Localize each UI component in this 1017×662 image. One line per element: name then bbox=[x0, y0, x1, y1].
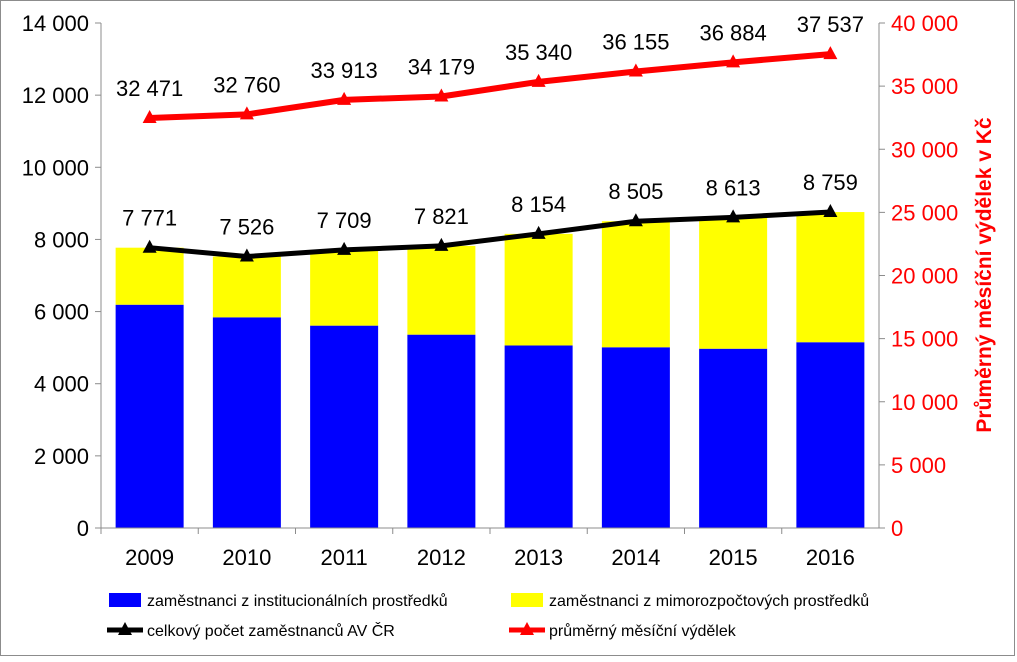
legend-swatch bbox=[109, 593, 141, 607]
data-label-earnings-2013: 35 340 bbox=[505, 40, 572, 65]
bar-institutional-2012 bbox=[407, 334, 476, 528]
right-tick-label: 0 bbox=[891, 516, 903, 541]
right-tick-label: 5 000 bbox=[891, 453, 946, 478]
bar-extrabudgetary-2013 bbox=[504, 233, 573, 346]
data-label-earnings-2014: 36 155 bbox=[602, 30, 669, 55]
bar-institutional-2016 bbox=[796, 342, 865, 528]
right-tick-label: 40 000 bbox=[891, 11, 958, 36]
left-tick-label: 6 000 bbox=[34, 300, 89, 325]
x-tick-label-2013: 2013 bbox=[514, 545, 563, 570]
left-tick-label: 8 000 bbox=[34, 227, 89, 252]
left-tick-label: 10 000 bbox=[22, 155, 89, 180]
lines-layer bbox=[142, 46, 838, 262]
bar-extrabudgetary-2009 bbox=[115, 247, 184, 305]
right-tick-label: 30 000 bbox=[891, 137, 958, 162]
legend-swatch bbox=[511, 593, 543, 607]
marker-earnings-2009 bbox=[142, 110, 157, 124]
marker-total-employees-2010 bbox=[239, 248, 254, 262]
data-label-earnings-2009: 32 471 bbox=[116, 76, 183, 101]
marker-total-employees-2013 bbox=[531, 225, 546, 239]
legend-item-3: celkový počet zaměstnanců AV ČR bbox=[107, 621, 395, 640]
left-tick-label: 2 000 bbox=[34, 444, 89, 469]
marker-earnings-2011 bbox=[337, 91, 352, 105]
marker-earnings-2013 bbox=[531, 73, 546, 87]
right-tick-label: 25 000 bbox=[891, 200, 958, 225]
marker-earnings-2012 bbox=[434, 88, 449, 102]
bar-extrabudgetary-2011 bbox=[310, 249, 379, 326]
marker-total-employees-2016 bbox=[823, 204, 838, 218]
left-tick-label: 12 000 bbox=[22, 83, 89, 108]
right-tick-label: 10 000 bbox=[891, 390, 958, 415]
data-label-earnings-2011: 33 913 bbox=[310, 58, 377, 83]
bar-institutional-2013 bbox=[504, 345, 573, 528]
data-label-total-employees-2013: 8 154 bbox=[511, 192, 566, 217]
bar-institutional-2015 bbox=[699, 348, 768, 528]
line-earnings bbox=[149, 51, 831, 122]
bar-extrabudgetary-2015 bbox=[699, 217, 768, 349]
axes-layer: 0 2 000 4 000 6 000 8 000 10 000 12 000 14 000 0… bbox=[22, 11, 959, 570]
data-label-earnings-2012: 34 179 bbox=[408, 54, 475, 79]
bars-layer bbox=[115, 212, 865, 528]
bar-institutional-2014 bbox=[601, 347, 670, 528]
marker-total-employees-2011 bbox=[337, 241, 352, 255]
legend-item-2: zaměstnanci z mimorozpočtových prostředk… bbox=[511, 592, 869, 610]
legend: zaměstnanci z institucionálních prostřed… bbox=[107, 592, 869, 640]
marker-total-employees-2014 bbox=[628, 213, 643, 227]
line-total-employees bbox=[149, 209, 831, 260]
bar-extrabudgetary-2016 bbox=[796, 212, 865, 343]
x-tick-label-2012: 2012 bbox=[417, 545, 466, 570]
legend-swatch-marker bbox=[118, 622, 132, 635]
legend-label: zaměstnanci z mimorozpočtových prostředk… bbox=[549, 592, 869, 610]
right-tick-label: 20 000 bbox=[891, 264, 958, 289]
data-labels-layer: 7 771 7 526 7 709 7 821 8 154 8 505 8 613 8 759… bbox=[116, 12, 864, 239]
x-tick-label-2014: 2014 bbox=[611, 545, 660, 570]
bar-extrabudgetary-2010 bbox=[212, 256, 281, 318]
bar-institutional-2011 bbox=[310, 325, 379, 528]
bar-extrabudgetary-2012 bbox=[407, 245, 476, 335]
marker-total-employees-2012 bbox=[434, 237, 449, 251]
x-tick-label-2010: 2010 bbox=[222, 545, 271, 570]
right-tick-label: 15 000 bbox=[891, 327, 958, 352]
data-label-total-employees-2012: 7 821 bbox=[414, 204, 469, 229]
marker-total-employees-2009 bbox=[142, 239, 157, 253]
x-tick-label-2009: 2009 bbox=[125, 545, 174, 570]
data-label-earnings-2010: 32 760 bbox=[213, 72, 280, 97]
legend-label: průměrný měsíční výdělek bbox=[549, 622, 737, 640]
right-tick-label: 35 000 bbox=[891, 74, 958, 99]
bar-institutional-2009 bbox=[115, 304, 184, 528]
right-axis-title: Průměrný měsíční výdělek v Kč bbox=[973, 117, 996, 432]
left-tick-label: 4 000 bbox=[34, 372, 89, 397]
legend-label: celkový počet zaměstnanců AV ČR bbox=[147, 621, 395, 640]
marker-total-employees-2015 bbox=[726, 209, 741, 223]
data-label-total-employees-2014: 8 505 bbox=[608, 179, 663, 204]
data-label-earnings-2016: 37 537 bbox=[797, 12, 864, 37]
marker-earnings-2015 bbox=[726, 54, 741, 68]
bar-extrabudgetary-2014 bbox=[601, 221, 670, 348]
data-label-total-employees-2011: 7 709 bbox=[317, 208, 372, 233]
bar-institutional-2010 bbox=[212, 317, 281, 528]
marker-earnings-2014 bbox=[628, 63, 643, 77]
marker-earnings-2010 bbox=[239, 106, 254, 120]
data-label-total-employees-2015: 8 613 bbox=[706, 175, 761, 200]
legend-item-4: průměrný měsíční výdělek bbox=[509, 622, 737, 640]
data-label-total-employees-2009: 7 771 bbox=[122, 206, 177, 231]
left-tick-label: 14 000 bbox=[22, 11, 89, 36]
data-label-total-employees-2010: 7 526 bbox=[219, 215, 274, 240]
left-tick-label: 0 bbox=[77, 516, 89, 541]
legend-label: zaměstnanci z institucionálních prostřed… bbox=[147, 592, 448, 610]
x-tick-label-2011: 2011 bbox=[320, 545, 367, 570]
legend-item-1: zaměstnanci z institucionálních prostřed… bbox=[109, 592, 448, 610]
data-label-total-employees-2016: 8 759 bbox=[803, 170, 858, 195]
x-tick-label-2016: 2016 bbox=[806, 545, 855, 570]
marker-earnings-2016 bbox=[823, 46, 838, 60]
data-label-earnings-2015: 36 884 bbox=[699, 20, 766, 45]
x-tick-label-2015: 2015 bbox=[709, 545, 758, 570]
legend-swatch-marker bbox=[520, 622, 534, 635]
